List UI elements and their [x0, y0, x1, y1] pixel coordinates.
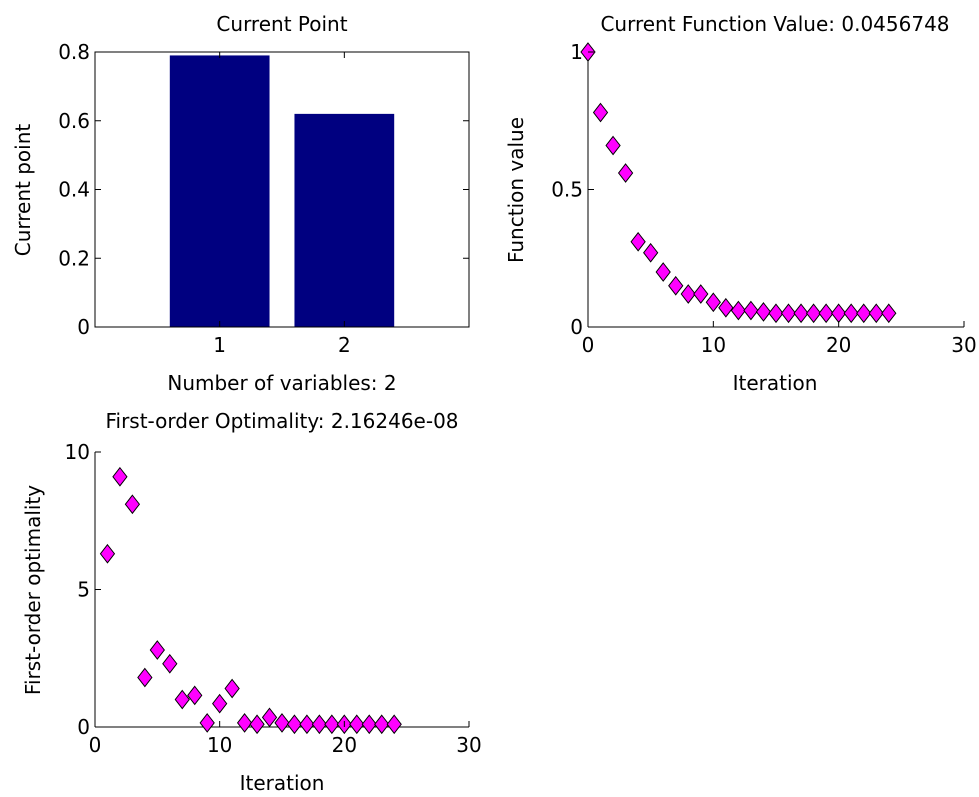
data-point	[236, 713, 253, 733]
data-point	[99, 543, 116, 564]
data-point	[643, 242, 659, 263]
x-tick-label: 0	[582, 333, 595, 357]
function-value-markers	[580, 42, 897, 324]
first-order-optimality-chart: First-order Optimality: 2.16246e-08 Firs…	[21, 409, 482, 795]
x-tick-label: 30	[951, 333, 976, 357]
data-point	[124, 494, 141, 515]
function-value-axes	[587, 52, 964, 328]
data-point	[655, 262, 671, 282]
x-tick-label: 0	[89, 733, 102, 757]
current-point-x-label: Number of variables: 2	[167, 371, 396, 395]
data-point	[843, 303, 859, 324]
current-point-bars	[169, 55, 395, 327]
x-tick-label: 30	[456, 733, 481, 757]
data-point	[137, 667, 153, 688]
data-point	[755, 302, 772, 322]
first-order-optimality-y-label: First-order optimality	[21, 485, 45, 695]
y-tick-label: 0.5	[551, 178, 583, 202]
data-point	[630, 231, 646, 252]
current-point-title: Current Point	[216, 12, 347, 36]
y-tick-label: 5	[77, 578, 90, 602]
data-point	[592, 102, 609, 123]
first-order-optimality-x-ticks: 0 10 20 30	[89, 721, 482, 757]
first-order-optimality-axes	[94, 452, 469, 728]
data-point	[680, 284, 696, 304]
data-point	[605, 135, 621, 156]
y-tick-label: 0	[77, 715, 90, 739]
x-tick-label: 1	[213, 333, 226, 357]
data-point	[174, 689, 190, 710]
y-tick-label: 10	[65, 440, 90, 464]
data-point	[818, 303, 834, 324]
data-point	[112, 466, 128, 487]
x-tick-label: 2	[338, 333, 351, 357]
first-order-optimality-x-label: Iteration	[240, 771, 325, 795]
data-point	[793, 303, 809, 324]
data-point	[261, 707, 278, 728]
data-point	[149, 640, 165, 660]
data-point	[617, 163, 634, 183]
current-point-y-label: Current point	[11, 124, 35, 257]
current-point-axes-box	[94, 51, 470, 328]
function-value-x-label: Iteration	[733, 371, 818, 395]
data-point	[311, 714, 328, 735]
x-tick-label: 10	[207, 733, 232, 757]
data-point	[668, 275, 684, 296]
bar-variable-1	[169, 55, 270, 327]
data-point	[768, 303, 784, 324]
function-value-x-ticks: 0 10 20 30	[582, 321, 977, 357]
data-point	[324, 714, 340, 735]
data-point	[249, 714, 265, 735]
function-value-title: Current Function Value: 0.0456748	[600, 12, 949, 36]
data-point	[693, 284, 709, 304]
current-point-chart: Current Point Current point Number of va…	[11, 12, 470, 395]
data-point	[286, 714, 303, 735]
y-tick-label: 0	[77, 315, 90, 339]
data-point	[743, 300, 759, 321]
data-point	[274, 713, 290, 733]
data-point	[856, 303, 872, 324]
data-point	[868, 303, 884, 324]
x-tick-label: 10	[701, 333, 726, 357]
data-point	[349, 714, 365, 735]
data-point	[705, 292, 721, 313]
data-point	[386, 714, 402, 735]
y-tick-label: 0.6	[58, 109, 90, 133]
x-tick-label: 20	[826, 333, 851, 357]
y-tick-label: 1	[570, 40, 583, 64]
data-point	[780, 303, 797, 324]
function-value-y-label: Function value	[504, 117, 528, 263]
y-tick-label: 0.2	[58, 246, 90, 270]
first-order-optimality-title: First-order Optimality: 2.16246e-08	[105, 409, 458, 433]
y-tick-label: 0.4	[58, 178, 90, 202]
data-point	[187, 685, 203, 706]
data-point	[374, 714, 390, 735]
first-order-optimality-markers	[99, 466, 402, 735]
data-point	[718, 297, 734, 318]
function-value-chart: Current Function Value: 0.0456748 Functi…	[504, 12, 977, 395]
data-point	[162, 653, 178, 674]
first-order-optimality-y-ticks: 0 5 10	[65, 440, 101, 739]
data-point	[805, 303, 822, 324]
data-point	[199, 713, 215, 733]
data-point	[881, 303, 897, 324]
bar-variable-2	[294, 113, 395, 327]
y-tick-label: 0	[570, 315, 583, 339]
y-tick-label: 0.8	[58, 40, 90, 64]
current-point-y-ticks: 0 0.2 0.4 0.6 0.8	[58, 40, 469, 339]
data-point	[212, 693, 228, 714]
function-value-y-ticks: 00.51	[551, 40, 594, 339]
data-point	[299, 714, 315, 735]
data-point	[361, 714, 377, 735]
data-point	[730, 300, 747, 321]
data-point	[224, 678, 240, 699]
x-tick-label: 20	[332, 733, 357, 757]
